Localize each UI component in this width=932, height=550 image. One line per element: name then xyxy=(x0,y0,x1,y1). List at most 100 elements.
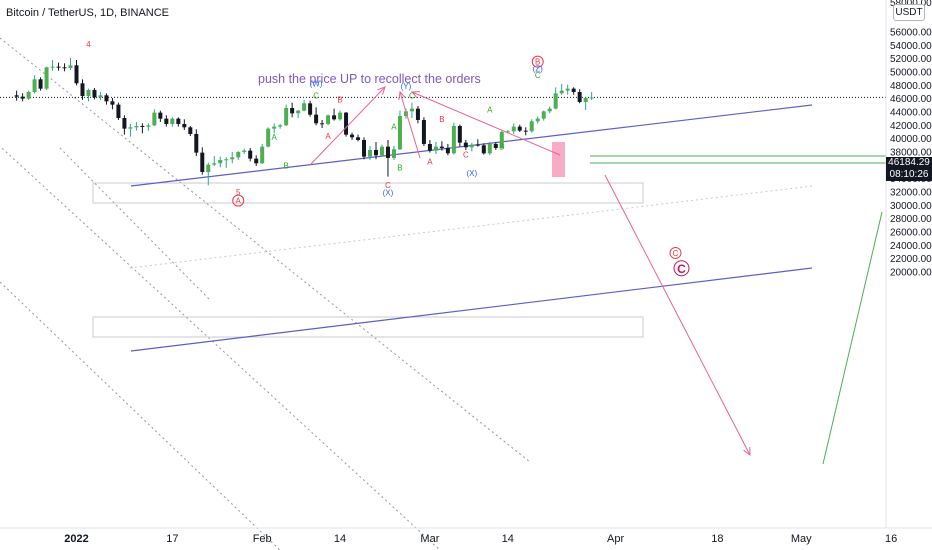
support-zone-box xyxy=(92,316,644,338)
y-tick-label: 20000.00 xyxy=(890,267,932,278)
candle-body xyxy=(272,126,277,129)
candle-body xyxy=(296,110,301,114)
price-axis: 56000.00 54000.00 52000.00 50000.00 48000.00… xyxy=(885,0,932,528)
wave-label: B xyxy=(283,162,288,171)
wave-label: A xyxy=(325,132,331,141)
wave-label: C xyxy=(535,71,541,80)
candle-body xyxy=(188,127,193,134)
wave-label: C xyxy=(385,181,391,190)
candle-body xyxy=(308,103,313,115)
candle-body xyxy=(511,126,516,132)
candle-body xyxy=(457,125,462,143)
arrow-up-right-head xyxy=(410,91,421,99)
candle-body xyxy=(290,107,295,114)
symbol-title: Bitcoin / TetherUS, 1D, BINANCE xyxy=(6,7,170,19)
arrow-up-mid-head xyxy=(398,90,406,100)
candle-body xyxy=(122,117,127,129)
y-tick-label: 32000.00 xyxy=(890,187,932,198)
candle-body xyxy=(164,118,169,124)
last-price-badge: 46184.29 08:10:26 xyxy=(886,157,932,181)
candle-body xyxy=(260,146,265,164)
candle-body xyxy=(350,134,355,138)
candle-body xyxy=(374,149,378,156)
candle-body xyxy=(134,125,139,128)
candle-body xyxy=(433,146,438,151)
wave-label: B xyxy=(439,115,444,124)
candle-body xyxy=(68,65,73,68)
resistance-zone-box xyxy=(92,182,644,204)
wave-label: A xyxy=(487,106,493,115)
candle-body xyxy=(356,137,361,140)
candle-body xyxy=(110,101,115,105)
wave-label: (Y) xyxy=(401,82,412,91)
candle-body xyxy=(547,108,552,112)
y-tick-label: 46000.00 xyxy=(890,94,932,105)
wave-label-circle xyxy=(669,246,682,259)
arrow-up-mid xyxy=(399,91,421,159)
x-tick-label: Apr xyxy=(607,533,624,545)
candle-body xyxy=(577,91,582,102)
diagonal-dotted-line xyxy=(0,37,531,463)
candle-body xyxy=(344,112,349,135)
x-tick-label: 17 xyxy=(166,533,178,545)
candle-body xyxy=(559,90,564,94)
candle-body xyxy=(535,118,540,122)
candle-body xyxy=(278,125,283,127)
wave-label: 4 xyxy=(86,40,91,49)
wave-label: C xyxy=(409,91,415,100)
y-tick-label: 54000.00 xyxy=(890,41,932,52)
time-axis: 2022 17 Feb 14 Mar 14 Apr 18 May 16 xyxy=(0,527,932,545)
candle-body xyxy=(427,143,432,151)
candle-body xyxy=(332,115,337,120)
candle-body xyxy=(445,147,450,154)
wave-label: B xyxy=(535,58,540,67)
y-tick-label: 52000.00 xyxy=(890,54,932,65)
candle-body xyxy=(128,127,133,129)
candle-body xyxy=(230,157,235,160)
channel-midline xyxy=(129,185,813,269)
y-tick-label: 48000.00 xyxy=(890,81,932,92)
candle-body xyxy=(589,97,594,99)
wave-label: C xyxy=(677,262,686,276)
candle-body xyxy=(385,146,390,158)
candle-body xyxy=(523,130,528,132)
y-tick-label: 42000.00 xyxy=(890,121,932,132)
candle-body xyxy=(62,67,67,69)
wave-label: B xyxy=(397,164,402,173)
candle-body xyxy=(98,95,103,98)
candle-body xyxy=(266,128,271,147)
bar-countdown: 08:10:26 xyxy=(889,169,929,180)
candle-body xyxy=(517,126,522,131)
candle-body xyxy=(284,107,289,126)
y-tick-label: 30000.00 xyxy=(890,201,932,212)
channel-lower-line xyxy=(130,267,813,352)
candle-body xyxy=(44,67,49,89)
candle-body xyxy=(32,79,37,92)
candlesticks xyxy=(14,57,594,186)
arrow-up-left xyxy=(309,86,386,166)
x-tick-label: Feb xyxy=(253,533,272,545)
y-tick-label: 28000.00 xyxy=(890,214,932,225)
x-tick-label: 14 xyxy=(334,533,346,545)
y-tick-label: 22000.00 xyxy=(890,254,932,265)
candle-body xyxy=(14,95,19,97)
candle-body xyxy=(469,144,474,148)
wave-label: (X) xyxy=(467,169,478,178)
candle-body xyxy=(212,163,217,165)
candle-body xyxy=(92,89,97,98)
candle-body xyxy=(200,152,205,172)
highlight-box xyxy=(552,142,565,177)
candle-body xyxy=(571,88,576,92)
candle-body xyxy=(182,123,187,128)
candle-body xyxy=(158,112,163,119)
arrow-down-target-head xyxy=(743,446,751,457)
diagonal-dotted-line xyxy=(0,145,441,550)
candle-body xyxy=(242,150,247,152)
wave-label-circle xyxy=(673,260,690,277)
currency-selector[interactable]: USDT xyxy=(893,4,925,21)
candle-body xyxy=(583,97,588,102)
wave-label-circle xyxy=(232,194,245,207)
